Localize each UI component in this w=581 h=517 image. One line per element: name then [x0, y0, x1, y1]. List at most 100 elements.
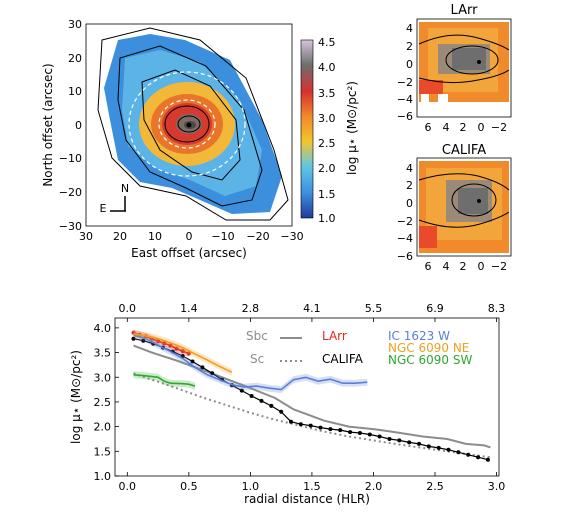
larr-xtick: 6 — [425, 121, 432, 134]
califa-ytick: 4 — [406, 162, 413, 175]
colorbar-tick: 4.5 — [318, 36, 336, 49]
profile-ytick-label: 1.5 — [94, 445, 112, 458]
map-y-ticks: 30 20 10 0 −10 −20 −30 — [59, 18, 82, 233]
map-xtick: −10 — [211, 230, 234, 243]
profile-top-xtick-label: 1.4 — [180, 302, 198, 315]
califa-xtick: 6 — [425, 260, 432, 273]
point-califa — [328, 427, 333, 432]
map-ytick: 0 — [75, 119, 82, 132]
colorbar-tick: 3.0 — [318, 112, 336, 125]
point-califa — [269, 403, 274, 408]
point-larr — [156, 339, 161, 344]
profile-xtick-label: 0.0 — [119, 480, 137, 493]
compass-north-label: N — [121, 182, 129, 195]
point-califa — [338, 428, 343, 433]
series-band-ngc-6090-ne — [133, 330, 232, 376]
point-califa — [377, 434, 382, 439]
point-califa — [308, 423, 313, 428]
map-ytick: 20 — [68, 52, 82, 65]
larr-xtick: 2 — [460, 121, 467, 134]
point-califa — [357, 431, 362, 435]
point-califa — [417, 441, 421, 446]
point-larr — [174, 346, 179, 351]
larr-xtick: −2 — [491, 121, 507, 134]
map-ytick: −30 — [59, 220, 82, 233]
map-xtick: 10 — [148, 230, 162, 243]
point-larr — [168, 343, 173, 348]
point-califa — [298, 422, 303, 427]
profile-top-xtick-label: 4.1 — [303, 302, 321, 315]
legend-larr-label: LArr — [322, 329, 347, 343]
califa-ytick: −6 — [397, 250, 413, 263]
point-califa — [131, 336, 136, 341]
map-ytick: −20 — [59, 186, 82, 199]
larr-ytick: −4 — [397, 93, 413, 106]
profile-xlabel: radial distance (HLR) — [244, 492, 370, 506]
profile-yticks: 1.0 1.5 2.0 2.5 3.0 3.5 4.0 — [94, 322, 119, 483]
larr-xtick: 4 — [443, 121, 450, 134]
legend-sbc-label: Sbc — [246, 329, 268, 343]
map-xtick: 30 — [79, 230, 93, 243]
profile-xtick-label: 2.5 — [426, 480, 444, 493]
profile-ytick-label: 3.0 — [94, 371, 112, 384]
califa-xtick: 2 — [460, 260, 467, 273]
panel-larr: LArr 6 4 2 0 −2 4 2 0 −2 −4 — [397, 3, 512, 134]
califa-xtick: 4 — [443, 260, 450, 273]
legend-califa-label: CALIFA — [322, 352, 364, 366]
point-larr — [180, 349, 185, 354]
point-larr — [186, 351, 191, 356]
profile-ylabel: log μ⋆ (M⊙/pc²) — [69, 350, 83, 444]
profile-top-xtick-label: 5.5 — [365, 302, 383, 315]
colorbar-label: log μ⋆ (M⊙/pc²) — [345, 81, 359, 175]
point-califa — [367, 432, 372, 437]
panel-larr-image — [418, 22, 510, 106]
colorbar-tick: 2.0 — [318, 162, 336, 175]
map-ytick: 10 — [68, 85, 82, 98]
point-califa — [210, 371, 215, 376]
larr-ytick: −6 — [397, 110, 413, 123]
profile-xtick-label: 1.5 — [303, 480, 321, 493]
larr-xtick: 0 — [478, 121, 485, 134]
point-califa — [249, 394, 254, 398]
point-califa — [289, 419, 293, 424]
point-califa — [279, 409, 284, 414]
colorbar-tick: 3.5 — [318, 87, 336, 100]
colorbar-gradient — [300, 39, 314, 219]
map-xlabel: East offset (arcsec) — [131, 246, 247, 260]
map-xtick: −20 — [246, 230, 269, 243]
profile-ytick-label: 2.5 — [94, 396, 112, 409]
panel-califa-image — [418, 161, 510, 253]
legend-ngc6090ne-label: NGC 6090 NE — [388, 341, 469, 355]
map-ylabel: North offset (arcsec) — [41, 63, 55, 186]
califa-xtick: −2 — [491, 260, 507, 273]
series-line-ic-1623-w — [133, 334, 368, 391]
profile-series-layer — [131, 329, 491, 462]
point-califa — [446, 447, 451, 452]
larr-ytick: 0 — [406, 58, 413, 71]
point-califa — [141, 338, 146, 343]
colorbar-tick: 1.0 — [318, 212, 336, 225]
point-califa — [456, 450, 461, 455]
colorbar-tick: 1.5 — [318, 188, 336, 201]
profile-top-xtick-label: 0.0 — [119, 302, 137, 315]
legend-sc-label: Sc — [250, 352, 264, 366]
point-califa — [318, 425, 323, 430]
larr-ytick: 4 — [406, 22, 413, 35]
series-line-sc — [133, 372, 491, 459]
map-ytick: 30 — [68, 18, 82, 31]
colorbar-tick: 4.0 — [318, 61, 336, 74]
map-x-ticks: 30 20 10 0 −10 −20 −30 — [79, 230, 304, 243]
califa-ytick: −2 — [397, 215, 413, 228]
larr-ytick: −2 — [397, 76, 413, 89]
point-califa — [387, 437, 392, 441]
califa-ytick: 2 — [406, 179, 413, 192]
legend-ic1623w-label: IC 1623 W — [388, 329, 450, 343]
point-califa — [190, 359, 195, 364]
point-califa — [466, 452, 471, 457]
panel-larr-title: LArr — [451, 3, 479, 18]
profile-top-xticks: 0.0 1.4 2.8 4.1 5.5 6.9 8.3 — [119, 302, 505, 322]
profile-xtick-label: 1.0 — [242, 480, 260, 493]
profile-top-xtick-label: 6.9 — [426, 302, 444, 315]
panel-califa: CALIFA 6 4 2 0 −2 4 2 0 −2 −4 −6 — [397, 143, 512, 273]
